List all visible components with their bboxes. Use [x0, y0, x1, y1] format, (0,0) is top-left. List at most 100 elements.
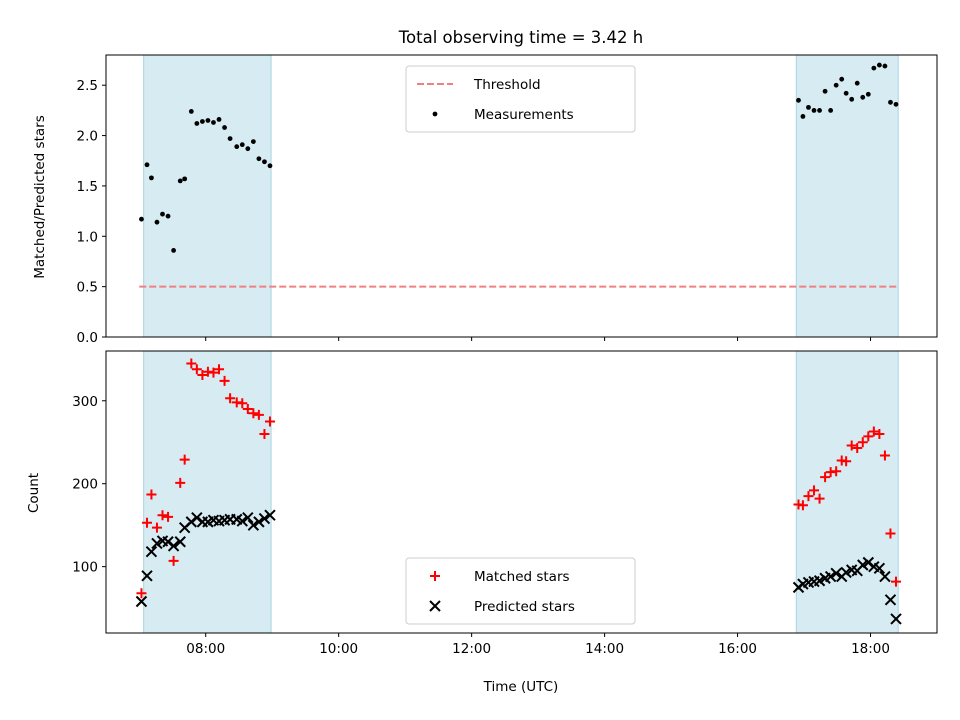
point-matched-stars-20	[248, 408, 259, 419]
legend-label: Threshold	[473, 77, 541, 93]
point-predicted-stars-41	[884, 594, 897, 606]
y-tick-label: 2.0	[77, 129, 98, 145]
legend: Threshold Measurements	[405, 65, 636, 133]
top-panel: 0.0 0.5 1.0 1.5 2.0 2.5 Threshold Measurements	[77, 54, 938, 346]
point-matched-stars-8	[179, 454, 190, 465]
point-matched-stars-9	[186, 358, 197, 369]
point-measurements-33	[843, 90, 849, 96]
legend-box	[405, 65, 636, 133]
legend-label: Predicted stars	[474, 599, 575, 615]
y-tick-label: 200	[72, 477, 98, 493]
point-matched-stars-34	[846, 440, 857, 451]
point-matched-stars-22	[259, 428, 270, 439]
point-measurements-1	[144, 162, 150, 168]
point-measurements-23	[267, 163, 273, 169]
point-measurements-12	[205, 118, 211, 123]
point-matched-stars-36	[857, 437, 868, 448]
point-measurements-22	[262, 159, 267, 165]
point-matched-stars-28	[814, 493, 825, 504]
point-measurements-20	[250, 139, 256, 145]
point-matched-stars-4	[157, 510, 168, 521]
point-matched-stars-7	[175, 477, 186, 488]
point-predicted-stars-40	[879, 570, 891, 583]
chart-title: Total observing time = 3.42 h	[398, 28, 643, 47]
point-matched-stars-2	[146, 489, 157, 500]
point-measurements-2	[149, 175, 154, 181]
point-matched-stars-14	[214, 364, 225, 375]
point-measurements-7	[177, 178, 183, 184]
point-measurements-15	[222, 125, 227, 130]
point-matched-stars-27	[809, 485, 820, 496]
x-tick-label: 10:00	[319, 641, 358, 657]
point-measurements-11	[199, 119, 205, 124]
bottom-y-axis-label: Count	[26, 473, 42, 513]
shaded-interval-0	[143, 350, 272, 634]
point-predicted-stars-23	[264, 509, 276, 521]
point-measurements-24	[796, 97, 801, 103]
legend-swatch-predicted-stars	[429, 600, 441, 612]
point-predicted-stars-2	[145, 546, 158, 558]
point-matched-stars-16	[225, 393, 236, 404]
point-matched-stars-6	[168, 555, 179, 566]
legend-swatch-matched-stars	[430, 571, 440, 581]
point-measurements-42	[893, 101, 899, 107]
legend-label: Measurements	[474, 107, 574, 123]
point-measurements-28	[817, 107, 822, 113]
point-matched-stars-37	[863, 431, 874, 442]
point-matched-stars-11	[197, 370, 208, 381]
point-measurements-0	[139, 216, 144, 222]
point-matched-stars-26	[803, 491, 814, 502]
y-tick-label: 300	[72, 394, 98, 410]
point-matched-stars-3	[151, 522, 162, 533]
point-measurements-35	[854, 80, 860, 86]
point-measurements-31	[833, 82, 839, 88]
point-measurements-17	[234, 144, 240, 150]
point-measurements-36	[860, 94, 866, 100]
point-matched-stars-1	[141, 517, 152, 528]
point-measurements-34	[849, 96, 855, 102]
point-matched-stars-13	[208, 367, 219, 378]
point-predicted-stars-31	[830, 567, 842, 579]
bottom-panel: 08:00 10:00 12:00 14:00 16:00 18:00 100 200 300 M…	[72, 350, 938, 657]
point-measurements-9	[188, 109, 194, 114]
point-measurements-21	[256, 156, 262, 162]
point-matched-stars-35	[852, 443, 863, 454]
point-predicted-stars-0	[135, 595, 148, 608]
y-tick-label: 2.5	[77, 78, 98, 94]
point-matched-stars-31	[831, 466, 842, 477]
point-measurements-18	[239, 142, 245, 148]
x-axis-label: Time (UTC)	[483, 679, 559, 695]
point-measurements-27	[811, 107, 817, 113]
point-matched-stars-18	[237, 398, 248, 409]
y-tick-label: 0.0	[77, 330, 98, 346]
plot-frame	[105, 54, 938, 338]
y-tick-label: 1.5	[77, 179, 98, 195]
point-measurements-5	[165, 213, 171, 219]
legend-swatch-measurements	[432, 111, 438, 117]
shaded-interval-1	[795, 54, 899, 338]
plot-frame	[105, 350, 938, 634]
point-matched-stars-0	[136, 588, 147, 599]
point-matched-stars-39	[874, 428, 885, 439]
point-matched-stars-42	[891, 576, 902, 587]
point-predicted-stars-30	[824, 570, 837, 583]
legend-label: Matched stars	[474, 569, 570, 585]
point-matched-stars-38	[868, 426, 879, 437]
y-tick-label: 100	[72, 560, 98, 576]
point-measurements-26	[806, 104, 811, 110]
point-measurements-40	[882, 63, 888, 69]
point-predicted-stars-39	[873, 562, 886, 575]
point-predicted-stars-7	[174, 536, 186, 548]
point-predicted-stars-42	[890, 613, 902, 625]
x-tick-label: 12:00	[452, 641, 491, 657]
point-measurements-41	[888, 99, 893, 105]
point-measurements-4	[160, 211, 165, 217]
point-matched-stars-23	[264, 416, 275, 427]
point-matched-stars-25	[797, 500, 808, 511]
point-measurements-19	[245, 146, 251, 152]
point-predicted-stars-22	[258, 512, 271, 525]
point-matched-stars-15	[219, 375, 230, 386]
point-measurements-30	[828, 107, 834, 113]
point-measurements-8	[182, 176, 188, 182]
